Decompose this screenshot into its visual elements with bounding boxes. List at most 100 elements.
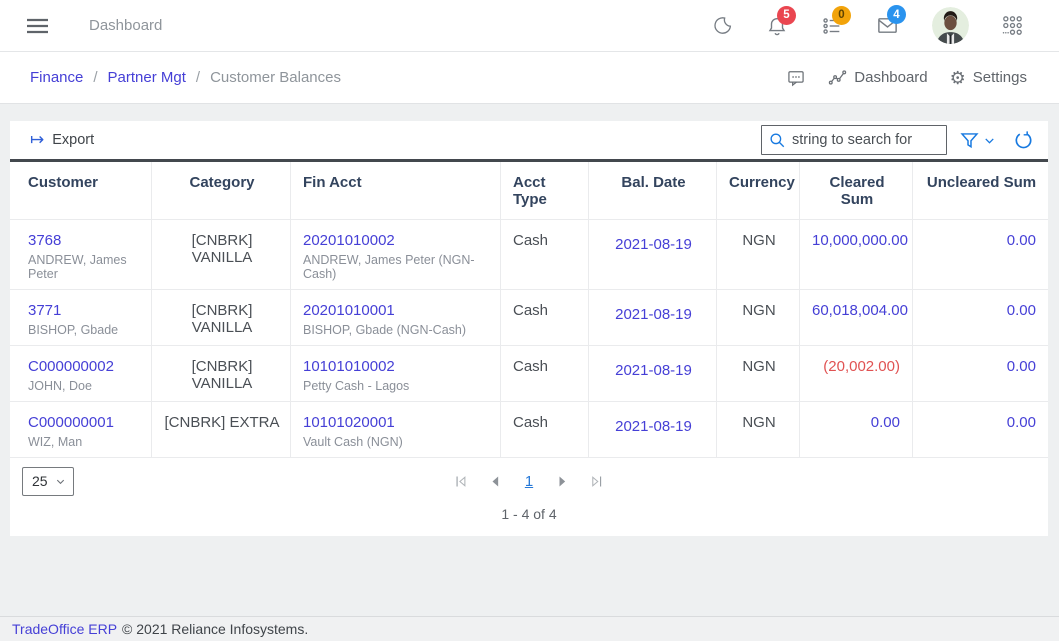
cell-cleared-sum: 0.00 (800, 402, 913, 458)
cell-bal-date: 2021-08-19 (589, 346, 717, 402)
cleared-sum-link-negative[interactable]: (20,002.00) (823, 358, 900, 375)
bal-date-link[interactable]: 2021-08-19 (615, 236, 692, 253)
bal-date-link[interactable]: 2021-08-19 (615, 418, 692, 435)
topbar: Dashboard 5 0 4 (0, 0, 1059, 52)
pagination: 25 1 (10, 458, 1048, 504)
cell-customer: 3768 ANDREW, James Peter (10, 220, 152, 290)
customer-id-link[interactable]: 3771 (28, 302, 62, 319)
bal-date-link[interactable]: 2021-08-19 (615, 306, 692, 323)
cell-uncleared-sum: 0.00 (913, 346, 1048, 402)
customer-id-link[interactable]: C000000001 (28, 414, 114, 431)
cell-uncleared-sum: 0.00 (913, 402, 1048, 458)
cell-fin-acct: 20201010002 ANDREW, James Peter (NGN-Cas… (291, 220, 501, 290)
page-size-value: 25 (32, 473, 48, 489)
cell-currency: NGN (717, 290, 800, 346)
refresh-button[interactable] (1013, 130, 1034, 151)
cell-acct-type: Cash (501, 402, 589, 458)
column-header-customer[interactable]: Customer (10, 162, 152, 220)
filter-funnel-icon (959, 130, 980, 151)
quick-actions: Dashboard ⚙ Settings (786, 68, 1059, 88)
previous-page-button[interactable] (487, 473, 504, 490)
cell-uncleared-sum: 0.00 (913, 290, 1048, 346)
fin-acct-link[interactable]: 20201010002 (303, 232, 395, 249)
customer-id-link[interactable]: 3768 (28, 232, 62, 249)
fin-acct-link[interactable]: 10101010002 (303, 358, 395, 375)
apps-grid-icon (1002, 15, 1023, 36)
search-box (761, 125, 947, 155)
cell-category: [CNBRK] VANILLA (152, 346, 291, 402)
notifications-button[interactable]: 5 (766, 5, 796, 37)
table-toolbar: ↦ Export (10, 121, 1048, 159)
export-button-label: Export (52, 132, 95, 148)
cell-bal-date: 2021-08-19 (589, 402, 717, 458)
dashboard-link[interactable]: Dashboard (828, 68, 928, 87)
customer-name: JOHN, Doe (28, 379, 92, 393)
column-header-fin-acct[interactable]: Fin Acct (291, 162, 501, 220)
export-button[interactable]: ↦ Export (30, 131, 95, 149)
dark-mode-button[interactable] (712, 15, 733, 36)
feedback-button[interactable] (786, 68, 806, 88)
column-header-category[interactable]: Category (152, 162, 291, 220)
cell-category: [CNBRK] VANILLA (152, 290, 291, 346)
search-input[interactable] (761, 125, 947, 155)
column-header-cleared-sum[interactable]: Cleared Sum (800, 162, 913, 220)
filter-button[interactable] (959, 130, 997, 151)
toolbar-right (761, 125, 1034, 155)
column-header-uncleared-sum[interactable]: Uncleared Sum (913, 162, 1048, 220)
cell-currency: NGN (717, 220, 800, 290)
customer-balances-panel: ↦ Export (10, 121, 1048, 536)
cleared-sum-link[interactable]: 10,000,000.00 (812, 232, 908, 249)
fin-acct-desc: Vault Cash (NGN) (303, 435, 403, 449)
breadcrumb: Finance / Partner Mgt / Customer Balance… (30, 69, 341, 86)
cell-currency: NGN (717, 346, 800, 402)
customer-name: ANDREW, James Peter (28, 253, 127, 281)
refresh-icon (1013, 130, 1034, 151)
cell-category: [CNBRK] EXTRA (152, 402, 291, 458)
customer-name: BISHOP, Gbade (28, 323, 119, 337)
messages-button[interactable]: 4 (876, 5, 906, 37)
messages-badge: 4 (887, 5, 906, 24)
breadcrumb-current: Customer Balances (210, 69, 341, 86)
topbar-actions: 5 0 4 (712, 5, 1059, 44)
tasks-button[interactable]: 0 (821, 5, 851, 37)
first-page-button[interactable] (453, 473, 470, 490)
column-header-currency[interactable]: Currency (717, 162, 800, 220)
page-size-select[interactable]: 25 (22, 466, 74, 496)
last-page-button[interactable] (588, 473, 605, 490)
cell-acct-type: Cash (501, 346, 589, 402)
breadcrumb-bar: Finance / Partner Mgt / Customer Balance… (0, 52, 1059, 104)
customer-name: WIZ, Man (28, 435, 83, 449)
menu-icon[interactable] (27, 18, 48, 34)
cell-acct-type: Cash (501, 220, 589, 290)
cleared-sum-link[interactable]: 60,018,004.00 (812, 302, 908, 319)
fin-acct-link[interactable]: 10101020001 (303, 414, 395, 431)
cell-fin-acct: 20201010001 BISHOP, Gbade (NGN-Cash) (291, 290, 501, 346)
next-page-button[interactable] (554, 473, 571, 490)
cleared-sum-link[interactable]: 0.00 (870, 414, 900, 431)
uncleared-sum-link[interactable]: 0.00 (1006, 302, 1036, 319)
settings-link[interactable]: ⚙ Settings (950, 69, 1027, 87)
tasks-badge: 0 (832, 5, 851, 25)
fin-acct-desc: Petty Cash - Lagos (303, 379, 410, 393)
chat-bubble-icon (786, 68, 806, 88)
cell-category: [CNBRK] VANILLA (152, 220, 291, 290)
uncleared-sum-link[interactable]: 0.00 (1006, 358, 1036, 375)
bal-date-link[interactable]: 2021-08-19 (615, 362, 692, 379)
footer-brand-link[interactable]: TradeOffice ERP (12, 621, 118, 637)
user-avatar[interactable] (932, 7, 969, 44)
dashboard-link-label: Dashboard (854, 69, 928, 86)
breadcrumb-finance[interactable]: Finance (30, 69, 84, 86)
customer-id-link[interactable]: C000000002 (28, 358, 114, 375)
breadcrumb-partner-mgt[interactable]: Partner Mgt (107, 69, 186, 86)
uncleared-sum-link[interactable]: 0.00 (1006, 232, 1036, 249)
apps-grid-button[interactable] (1002, 15, 1023, 36)
page-title: Dashboard (89, 17, 163, 34)
column-header-bal-date[interactable]: Bal. Date (589, 162, 717, 220)
page-number-current[interactable]: 1 (524, 472, 534, 490)
cell-customer: 3771 BISHOP, Gbade (10, 290, 152, 346)
fin-acct-link[interactable]: 20201010001 (303, 302, 395, 319)
search-icon (768, 131, 786, 149)
cell-cleared-sum: (20,002.00) (800, 346, 913, 402)
column-header-acct-type[interactable]: Acct Type (501, 162, 589, 220)
uncleared-sum-link[interactable]: 0.00 (1006, 414, 1036, 431)
